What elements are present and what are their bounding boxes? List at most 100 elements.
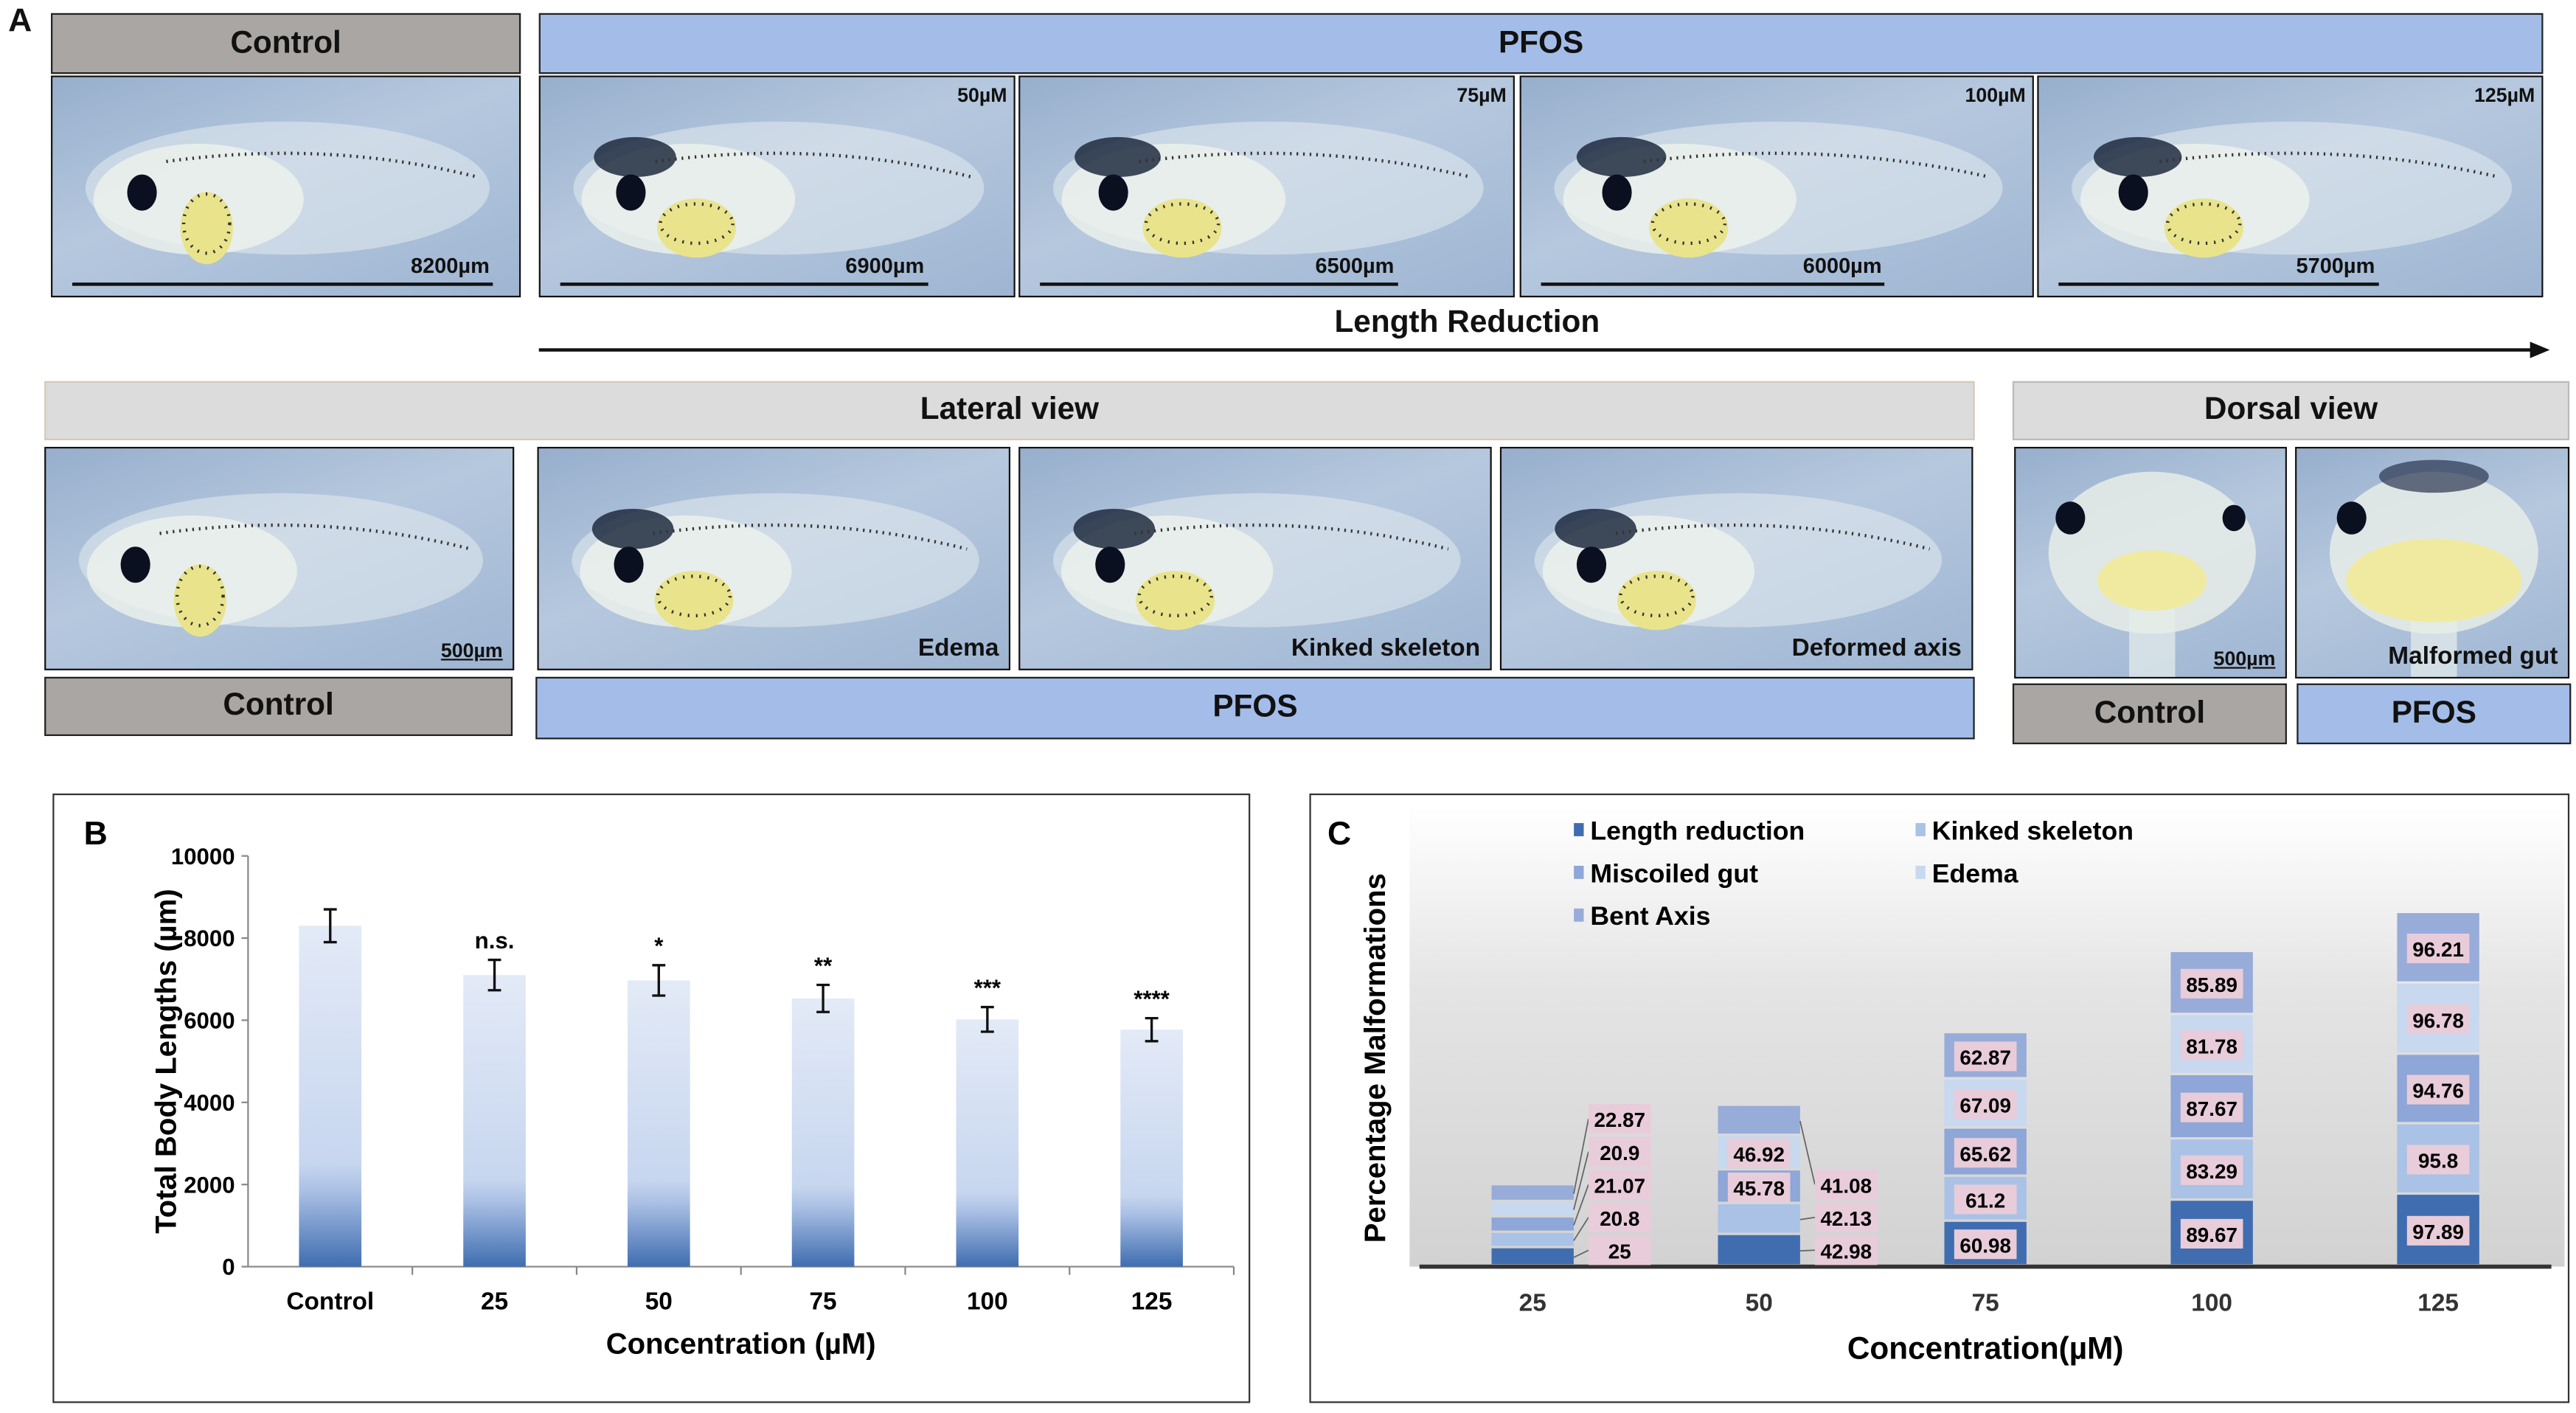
length-reduction-arrow [538,341,2550,358]
tadpole-photo: 500µm [2014,446,2287,679]
y-tick-label: 0 [222,1254,235,1280]
y-tick-label: 8000 [184,926,235,951]
data-label-box [1588,1136,1651,1167]
data-label-box [2180,968,2243,999]
data-label-box [2406,1215,2470,1246]
bar [956,1019,1019,1267]
panel-a-label: A [8,3,32,40]
data-label-box [1954,1089,2017,1119]
panel-c-label: C [1327,816,1351,852]
significance-label: * [654,933,664,959]
data-label: 96.21 [2412,938,2464,961]
x-tick-label: 50 [1746,1290,1773,1317]
data-label: 65.62 [1959,1142,2011,1165]
scale-bar [560,282,928,286]
data-label-box [2406,1145,2470,1175]
error-bar [487,958,501,992]
data-label-leader [1573,1151,1589,1210]
tadpole-photo: 6900µm 50µM [538,75,1016,298]
data-label: 45.78 [1733,1177,1785,1200]
bar [463,975,526,1267]
data-label: 60.98 [1959,1234,2011,1257]
data-label-box [1588,1235,1651,1266]
legend-label: Edema [1932,858,2019,888]
stack-segment [1491,1248,1574,1265]
y-axis-title: Total Body Lengths (µm) [150,889,182,1234]
tadpole-image [573,121,985,258]
x-tick-label: 50 [645,1288,673,1315]
significance-label: **** [1133,986,1170,1012]
data-label: 95.8 [2418,1150,2458,1173]
data-label-box [1814,1170,1878,1200]
data-label-box [1954,1229,2017,1260]
tadpole-photo: Malformed gut [2295,446,2570,679]
data-label-leader [1573,1249,1589,1258]
data-label: 20.8 [1600,1207,1639,1230]
tadpole-image [78,493,483,637]
legend-swatch [1574,823,1584,836]
data-label-leader [1799,1249,1815,1252]
data-label-box [1954,1041,2017,1072]
data-label: 61.2 [1965,1190,2005,1212]
scale-bar-label: 5700µm [2296,253,2375,278]
scale-bar-label: 500µm [2213,647,2276,670]
data-label-box [2180,1155,2243,1185]
y-tick-label: 2000 [184,1172,235,1198]
x-tick-label: 75 [809,1288,836,1315]
data-label-box [1588,1104,1651,1134]
scale-bar [1541,282,1886,286]
scale-bar [1040,282,1398,286]
data-label-box [1588,1202,1651,1232]
stack-segment [1718,1235,1800,1265]
x-axis-title: Concentration(µM) [1847,1330,2124,1365]
tadpole-photo: 6000µm 100µM [1519,75,2034,298]
data-label: 20.9 [1600,1142,1639,1164]
tadpole-dorsal-image [2329,459,2538,677]
scale-bar [2058,282,2378,286]
concentration-label: 100µM [1965,83,2026,107]
scale-bar-label: 6500µm [1315,253,1395,278]
malformation-caption: Malformed gut [2388,642,2558,670]
data-label-leader [1799,1120,1816,1185]
y-tick-label: 6000 [184,1008,235,1034]
data-label-box [2180,1218,2243,1249]
data-label: 41.08 [1820,1174,1872,1197]
malformation-caption: Kinked skeleton [1291,633,1481,662]
data-label-box [2180,1092,2243,1122]
error-bar [980,1005,994,1033]
top-pfos-header: PFOS [538,13,2544,74]
concentration-label: 125µM [2474,83,2535,107]
bar [627,980,690,1267]
body-length-chart: B 0 2000 4000 6000 8000 10000 Control n.s. 25 * 50 *… [84,816,1235,1361]
legend-label: Miscoiled gut [1590,858,1758,888]
x-tick-label: 100 [967,1288,1008,1315]
tadpole-image [1052,493,1461,631]
legend-label: Kinked skeleton [1932,816,2134,845]
data-label: 85.89 [2186,973,2237,996]
tadpole-photo: Deformed axis [1499,446,1973,670]
x-tick-label: 25 [1519,1290,1546,1317]
tadpole-image [1554,121,2003,258]
data-label-box [1727,1172,1791,1203]
scale-bar-label: 6000µm [1802,253,1882,278]
bar [1120,1030,1183,1267]
stack-segment [1491,1217,1574,1231]
panel-c: C 25 20.8 21.07 20.9 22.87 25 42.98 42.13 45.78 46… [1309,793,2570,1403]
panel-b-label: B [84,816,108,852]
bar [299,926,362,1267]
error-bar [652,964,666,997]
scale-bar-label: 500µm [440,639,503,662]
data-label: 67.09 [1959,1094,2011,1117]
top-control-header: Control [51,13,521,74]
data-label-box [1954,1184,2017,1215]
x-tick-label: 75 [1972,1290,1999,1317]
concentration-label: 75µM [1457,83,1507,107]
x-tick-label: 25 [481,1288,508,1315]
scale-bar-label: 8200µm [410,253,490,278]
dorsal-view-header: Dorsal view [2012,381,2570,441]
malformation-caption: Deformed axis [1791,633,1962,662]
x-tick-label: 125 [2417,1290,2459,1317]
tadpole-photo: 5700µm 125µM [2037,75,2544,298]
data-label: 89.67 [2186,1223,2237,1246]
dorsal-pfos-label: PFOS [2296,683,2572,745]
